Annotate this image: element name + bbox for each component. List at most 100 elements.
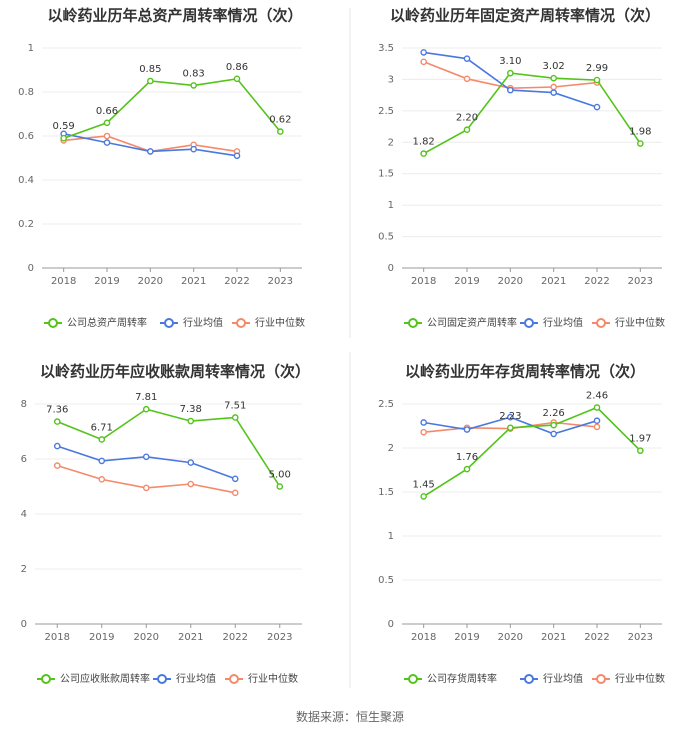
data-label: 2.99 (586, 63, 608, 74)
legend-marker (408, 674, 418, 684)
data-label: 7.51 (224, 400, 246, 411)
data-label: 1.76 (456, 452, 478, 463)
data-point-company (276, 483, 284, 490)
legend-label: 行业均值 (176, 672, 216, 685)
data-point-avg (147, 148, 154, 155)
data-point-company (187, 417, 195, 425)
data-label: 0.83 (183, 68, 205, 79)
x-tick-label: 2019 (454, 276, 479, 287)
legend-item-company: 公司总资产周转率 (44, 316, 147, 329)
data-point-avg (187, 459, 195, 466)
legend-item-median: 行业中位数 (232, 316, 305, 329)
data-point-company (142, 405, 150, 413)
data-point-avg (190, 145, 197, 153)
data-point-median (593, 423, 601, 431)
x-tick-label: 2022 (584, 276, 609, 287)
data-point-company (53, 418, 61, 425)
chart-panel-1: 以岭药业历年总资产周转率情况（次） 0 0.2 0.4 0.6 0.8 1 2018 2019 2… (18, 7, 305, 330)
data-point-company (231, 414, 239, 421)
x-tick-label: 2022 (224, 276, 249, 287)
data-label: 0.86 (226, 62, 248, 73)
y-tick-label: 0 (21, 619, 27, 630)
data-point-company (463, 126, 471, 134)
legend-item-company: 公司固定资产周转率 (404, 316, 517, 329)
data-point-median (142, 484, 150, 492)
data-label: 1.45 (413, 479, 435, 490)
data-label: 3.02 (543, 61, 565, 72)
legend-marker (41, 674, 51, 684)
x-tick-label: 2020 (498, 632, 523, 643)
y-tick-label: 0.5 (378, 232, 394, 243)
data-point-median (98, 476, 106, 483)
data-point-company (463, 465, 471, 473)
data-label: 0.85 (139, 64, 161, 75)
data-label: 7.36 (46, 405, 68, 416)
legend-marker (236, 318, 246, 328)
x-tick-label: 2018 (411, 632, 436, 643)
legend-label: 公司应收账款周转率 (60, 672, 150, 685)
legend-item-avg: 行业均值 (153, 672, 216, 685)
data-point-avg (420, 419, 427, 426)
legend-label: 公司存货周转率 (427, 672, 497, 685)
x-tick-label: 2021 (178, 632, 203, 643)
data-point-median (103, 132, 111, 140)
data-point-company (190, 82, 197, 89)
data-point-company (147, 77, 154, 85)
chart-title: 以岭药业历年存货周转率情况（次） (405, 363, 645, 381)
data-point-company (277, 128, 284, 135)
x-tick-label: 2023 (628, 632, 653, 643)
x-tick-label: 2021 (541, 276, 566, 287)
data-point-company (593, 404, 601, 411)
data-point-company (593, 76, 601, 84)
data-point-avg (463, 55, 471, 62)
x-tick-label: 2020 (138, 276, 163, 287)
data-point-median (53, 462, 61, 469)
y-tick-label: 0.8 (18, 87, 34, 98)
data-point-avg (507, 413, 514, 421)
data-point-median (187, 480, 195, 488)
legend-marker (229, 674, 239, 684)
x-tick-label: 2019 (89, 632, 114, 643)
data-point-avg (593, 103, 601, 111)
chart-title: 以岭药业历年总资产周转率情况（次） (47, 7, 302, 25)
data-point-avg (463, 426, 471, 433)
chart-panel-4: 以岭药业历年存货周转率情况（次） 0 0.5 1 1.5 2 2.5 2018 2019 2020… (378, 363, 665, 686)
legend-label: 行业中位数 (615, 316, 665, 329)
data-point-median (231, 489, 239, 497)
x-tick-label: 2021 (541, 632, 566, 643)
x-tick-label: 2023 (628, 276, 653, 287)
y-tick-label: 6 (21, 454, 27, 465)
y-tick-label: 1 (388, 200, 394, 211)
data-point-avg (593, 417, 601, 425)
x-tick-label: 2023 (268, 276, 293, 287)
y-tick-label: 1.5 (378, 169, 394, 180)
data-label: 2.23 (499, 411, 521, 422)
data-point-avg (233, 152, 241, 160)
data-label: 1.98 (629, 127, 651, 138)
data-label: 1.82 (413, 137, 435, 148)
data-point-avg (53, 442, 61, 450)
x-tick-label: 2018 (45, 632, 70, 643)
y-tick-label: 1 (388, 531, 394, 542)
legend-marker (408, 318, 418, 328)
data-point-company (637, 447, 644, 454)
legend-marker (524, 674, 534, 684)
y-tick-label: 2 (21, 564, 27, 575)
data-label: 6.71 (91, 422, 113, 433)
x-tick-label: 2023 (267, 632, 292, 643)
legend-label: 行业均值 (543, 672, 583, 685)
data-point-avg (98, 457, 106, 465)
x-tick-label: 2020 (134, 632, 159, 643)
legend-marker (164, 318, 174, 328)
x-tick-label: 2019 (454, 632, 479, 643)
chart-title: 以岭药业历年固定资产周转率情况（次） (390, 7, 660, 25)
data-point-avg (420, 49, 427, 56)
data-point-company (420, 150, 427, 157)
data-point-company (98, 436, 106, 443)
legend-item-company: 公司应收账款周转率 (37, 672, 150, 685)
data-label: 0.66 (96, 106, 118, 117)
y-tick-label: 1.5 (378, 487, 394, 498)
chart-title: 以岭药业历年应收账款周转率情况（次） (40, 363, 310, 381)
data-point-company (233, 75, 241, 83)
